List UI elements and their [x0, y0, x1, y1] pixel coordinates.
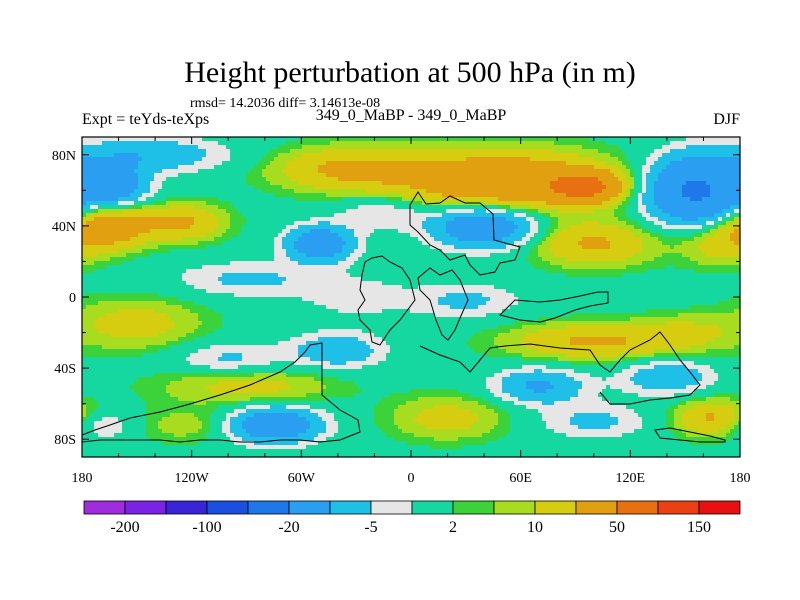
colorbar-swatch-0 [83, 500, 126, 515]
coastline-antarctica-west [81, 342, 361, 443]
colorbar-swatch-15 [698, 500, 741, 515]
x-tick-label: 60E [509, 471, 532, 486]
x-tick-label: 180 [72, 471, 93, 486]
colorbar-swatch-12 [575, 500, 618, 515]
stats-subtitle: rmsd= 14.2036 diff= 3.14613e-08 [190, 96, 380, 111]
colorbar-swatch-4 [247, 500, 290, 515]
colorbar-label: 10 [527, 519, 543, 536]
coastlines [81, 191, 726, 443]
colorbar-swatch-14 [657, 500, 700, 515]
axis-ticks: 180 120W 60W 0 60E 120E 180 80N 40N 0 40S 80S [52, 137, 751, 486]
coastline-south-america [357, 255, 416, 346]
y-tick-1: 40N [52, 220, 740, 235]
colorbar-label: -200 [110, 519, 139, 536]
colorbar-label: 50 [609, 519, 625, 536]
colorbar-swatch-3 [206, 500, 249, 515]
x-tick-4: 60E [509, 137, 532, 486]
y-tick-2: 0 [69, 291, 740, 306]
colorbar-label: -20 [278, 519, 299, 536]
x-tick-label: 180 [730, 471, 751, 486]
colorbar-label: -100 [192, 519, 221, 536]
colorbar-label: 2 [449, 519, 457, 536]
colorbar-swatch-9 [452, 500, 495, 515]
colorbar-swatch-13 [616, 500, 659, 515]
y-tick-label: 40S [54, 362, 76, 377]
colorbar-swatch-1 [124, 500, 167, 515]
chart-title: Height perturbation at 500 hPa (in m) [184, 56, 636, 89]
x-tick-1: 120W [175, 137, 210, 486]
coastline-australia [499, 291, 609, 323]
x-tick-label: 0 [408, 471, 415, 486]
coastline-antarctica-east [419, 331, 701, 405]
x-tick-5: 120E [616, 137, 646, 486]
colorbar-swatch-7 [370, 500, 413, 515]
colorbar-label: -5 [364, 519, 377, 536]
difference-subtitle: 349_0_MaBP - 349_0_MaBP [316, 107, 507, 124]
x-tick-label: 120W [175, 471, 210, 486]
y-tick-0: 80N [52, 149, 740, 164]
x-tick-label: 120E [616, 471, 646, 486]
x-tick-3: 0 [408, 137, 415, 486]
coastline-south-pole-shelf [654, 427, 726, 443]
y-tick-label: 40N [52, 220, 76, 235]
field-layer [82, 137, 740, 457]
y-tick-label: 80N [52, 149, 76, 164]
colorbar-label: 150 [687, 519, 711, 536]
season-label: DJF [713, 111, 740, 128]
colorbar-swatch-10 [493, 500, 536, 515]
x-tick-2: 60W [288, 137, 316, 486]
x-tick-0: 180 [72, 137, 93, 486]
y-tick-label: 80S [54, 433, 76, 448]
colorbar-swatch-2 [165, 500, 208, 515]
colorbar-swatch-11 [534, 500, 577, 515]
x-tick-6: 180 [730, 137, 751, 486]
colorbar-swatch-8 [411, 500, 454, 515]
y-tick-label: 0 [69, 291, 76, 306]
experiment-label: Expt = teYds-teXps [82, 111, 209, 128]
coastline-asia [409, 191, 521, 276]
y-tick-3: 40S [54, 362, 740, 377]
coastline-africa [417, 267, 469, 341]
y-tick-4: 80S [54, 433, 740, 448]
colorbar-swatch-5 [288, 500, 331, 515]
colorbar-swatch-6 [329, 500, 372, 515]
x-tick-label: 60W [288, 471, 316, 486]
colorbar: -200 -100 -20 -5 2 10 50 150 [83, 500, 741, 536]
